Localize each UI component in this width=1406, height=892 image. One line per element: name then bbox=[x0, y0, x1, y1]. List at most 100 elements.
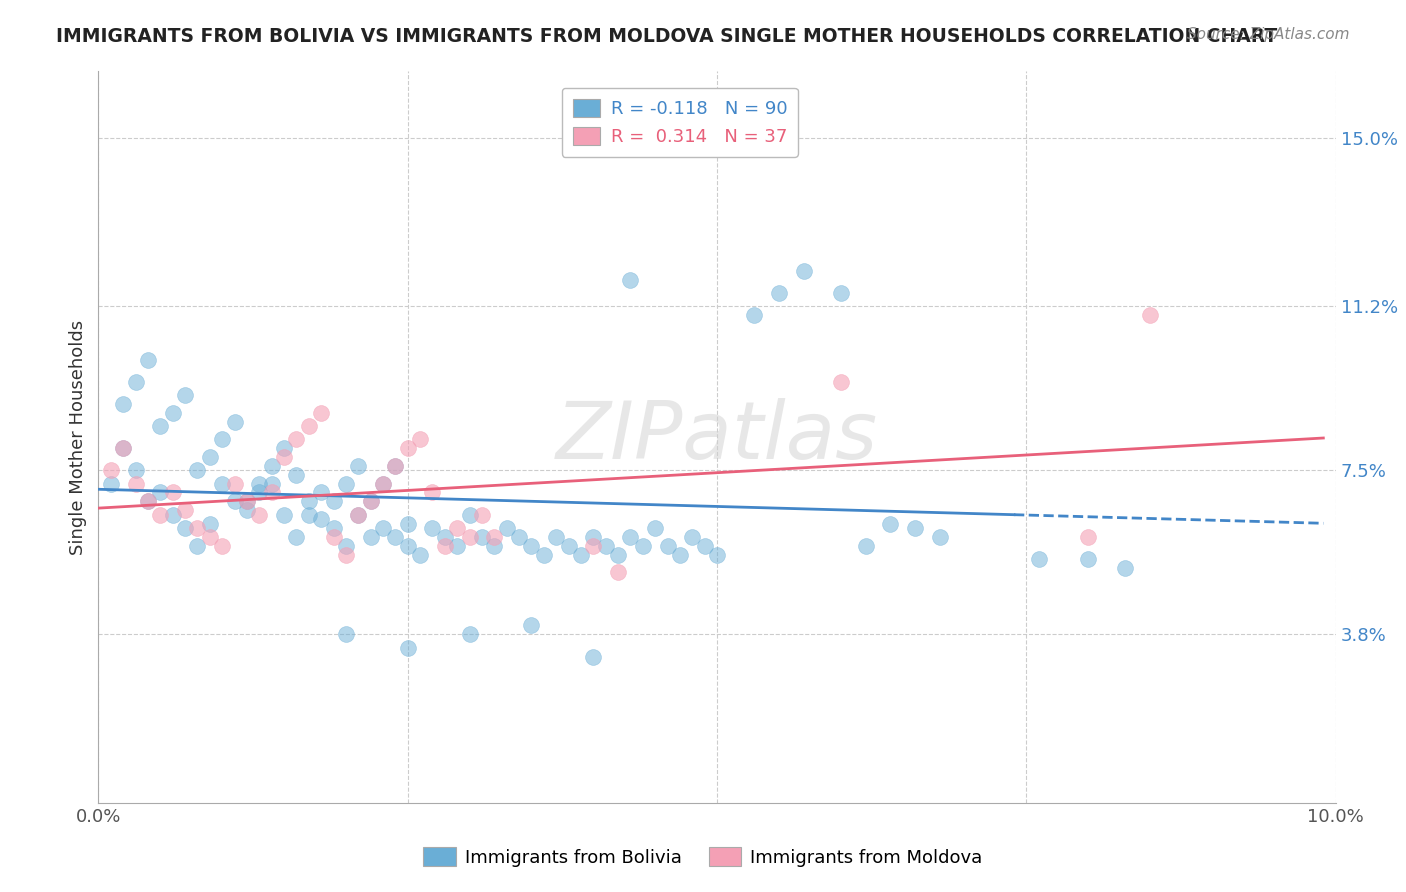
Point bbox=[136, 494, 159, 508]
Point bbox=[546, 530, 568, 544]
Point bbox=[298, 508, 321, 522]
Point bbox=[162, 485, 184, 500]
Point bbox=[422, 521, 444, 535]
Point bbox=[1028, 552, 1050, 566]
Point bbox=[607, 548, 630, 562]
Point bbox=[112, 441, 135, 455]
Point bbox=[360, 494, 382, 508]
Point bbox=[112, 397, 135, 411]
Point bbox=[335, 476, 357, 491]
Point bbox=[285, 432, 308, 446]
Point bbox=[508, 530, 530, 544]
Point bbox=[198, 516, 221, 531]
Point bbox=[260, 485, 283, 500]
Point bbox=[433, 530, 456, 544]
Point bbox=[595, 539, 617, 553]
Point bbox=[557, 539, 579, 553]
Point bbox=[162, 508, 184, 522]
Point bbox=[607, 566, 630, 580]
Text: IMMIGRANTS FROM BOLIVIA VS IMMIGRANTS FROM MOLDOVA SINGLE MOTHER HOUSEHOLDS CORR: IMMIGRANTS FROM BOLIVIA VS IMMIGRANTS FR… bbox=[56, 27, 1278, 45]
Point bbox=[211, 539, 233, 553]
Point bbox=[446, 521, 468, 535]
Point bbox=[136, 494, 159, 508]
Point bbox=[174, 388, 197, 402]
Point bbox=[582, 530, 605, 544]
Point bbox=[260, 458, 283, 473]
Point bbox=[1114, 561, 1136, 575]
Point bbox=[186, 463, 208, 477]
Point bbox=[396, 640, 419, 655]
Point bbox=[124, 476, 146, 491]
Point bbox=[224, 415, 246, 429]
Point bbox=[928, 530, 950, 544]
Point bbox=[520, 539, 543, 553]
Point bbox=[644, 521, 666, 535]
Point bbox=[162, 406, 184, 420]
Point bbox=[458, 627, 481, 641]
Point bbox=[619, 273, 641, 287]
Point bbox=[446, 539, 468, 553]
Point bbox=[569, 548, 592, 562]
Point bbox=[409, 548, 432, 562]
Point bbox=[904, 521, 927, 535]
Point bbox=[149, 419, 172, 434]
Point bbox=[1077, 530, 1099, 544]
Point bbox=[1139, 308, 1161, 322]
Point bbox=[681, 109, 703, 123]
Text: Source: ZipAtlas.com: Source: ZipAtlas.com bbox=[1187, 27, 1350, 42]
Point bbox=[384, 530, 406, 544]
Point bbox=[471, 530, 494, 544]
Point bbox=[186, 521, 208, 535]
Point bbox=[458, 508, 481, 522]
Point bbox=[768, 285, 790, 300]
Point bbox=[211, 432, 233, 446]
Point bbox=[211, 476, 233, 491]
Point bbox=[484, 539, 506, 553]
Point bbox=[409, 432, 432, 446]
Point bbox=[322, 530, 344, 544]
Point bbox=[322, 494, 344, 508]
Point bbox=[458, 530, 481, 544]
Point bbox=[309, 485, 332, 500]
Point bbox=[681, 530, 703, 544]
Point bbox=[247, 508, 270, 522]
Point bbox=[298, 494, 321, 508]
Point bbox=[174, 503, 197, 517]
Point bbox=[384, 458, 406, 473]
Y-axis label: Single Mother Households: Single Mother Households bbox=[69, 319, 87, 555]
Point bbox=[693, 539, 716, 553]
Point bbox=[273, 441, 295, 455]
Point bbox=[360, 494, 382, 508]
Point bbox=[112, 441, 135, 455]
Point bbox=[742, 308, 765, 322]
Point bbox=[520, 618, 543, 632]
Point bbox=[224, 494, 246, 508]
Point bbox=[247, 476, 270, 491]
Point bbox=[124, 463, 146, 477]
Point bbox=[347, 508, 370, 522]
Point bbox=[322, 521, 344, 535]
Point bbox=[533, 548, 555, 562]
Point bbox=[260, 476, 283, 491]
Point bbox=[371, 476, 394, 491]
Point bbox=[224, 476, 246, 491]
Point bbox=[360, 530, 382, 544]
Point bbox=[433, 539, 456, 553]
Point bbox=[309, 512, 332, 526]
Point bbox=[830, 285, 852, 300]
Text: ZIPatlas: ZIPatlas bbox=[555, 398, 879, 476]
Point bbox=[631, 539, 654, 553]
Point bbox=[484, 530, 506, 544]
Point bbox=[236, 503, 259, 517]
Point bbox=[347, 458, 370, 473]
Point bbox=[471, 508, 494, 522]
Point bbox=[371, 476, 394, 491]
Point bbox=[149, 485, 172, 500]
Point bbox=[309, 406, 332, 420]
Point bbox=[669, 548, 692, 562]
Point bbox=[855, 539, 877, 553]
Point bbox=[495, 521, 517, 535]
Point bbox=[1077, 552, 1099, 566]
Point bbox=[422, 485, 444, 500]
Point bbox=[100, 463, 122, 477]
